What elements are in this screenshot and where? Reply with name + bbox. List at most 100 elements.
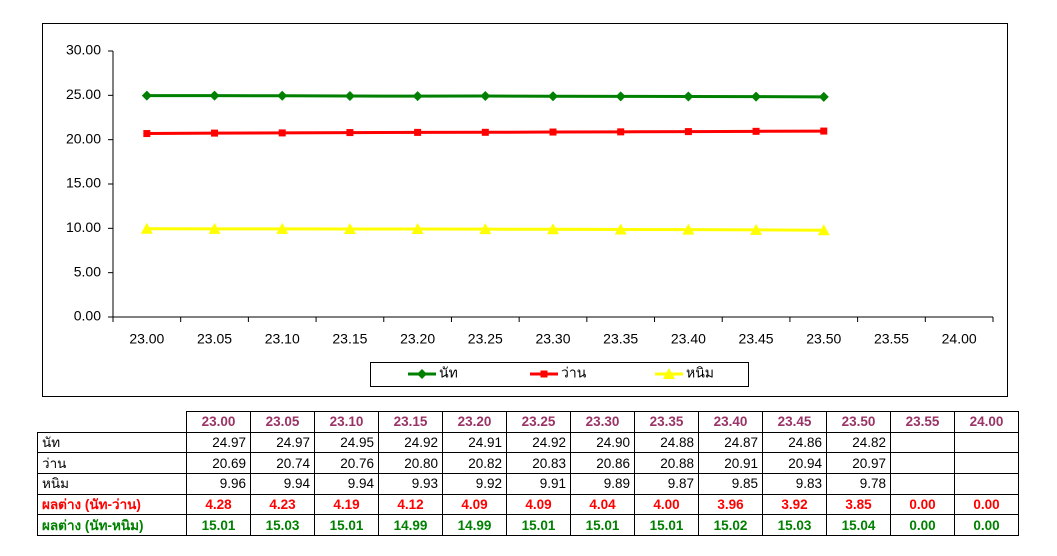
marker [143, 130, 151, 138]
x-tick-label: 23.55 [874, 331, 909, 347]
table-cell: 20.69 [186, 452, 251, 475]
table-cell: 3.96 [698, 493, 763, 516]
marker [411, 223, 424, 235]
header-cell: 23.35 [634, 411, 699, 433]
marker [614, 223, 627, 235]
marker [211, 129, 219, 137]
x-tick-label: 23.35 [603, 331, 638, 347]
table-cell: 20.88 [634, 452, 699, 475]
table-cell: 9.91 [506, 473, 571, 495]
table-cell [890, 431, 955, 454]
table-cell: 24.95 [314, 431, 379, 454]
marker [820, 127, 828, 135]
marker [346, 129, 354, 137]
chart: 0.00 5.00 10.00 15.00 20.00 25.00 30.00 23.00 23… [42, 23, 1008, 397]
table-cell: 0.00 [954, 493, 1019, 516]
table-cell: 4.09 [506, 493, 571, 516]
header-cell: 23.40 [698, 411, 763, 433]
chart-frame [42, 23, 1008, 397]
y-tick-label: 15.00 [66, 175, 101, 191]
x-tick-label: 23.15 [332, 331, 367, 347]
legend-label: นัท [439, 365, 458, 381]
legend-label: ว่าน [561, 365, 587, 381]
table-cell [954, 473, 1019, 495]
marker [278, 129, 286, 137]
marker [817, 224, 830, 236]
table-cell [890, 473, 955, 495]
table-cell: 9.83 [762, 473, 827, 495]
marker [750, 223, 763, 235]
data-table: 23.00 23.05 23.10 23.15 23.20 23.25 23.30 23.35… [37, 411, 1019, 537]
marker [548, 91, 558, 102]
row-label: ผลต่าง (นัท-ว่าน) [37, 493, 187, 516]
table-cell: 9.93 [378, 473, 443, 495]
marker [540, 370, 548, 378]
marker [684, 128, 692, 136]
marker [752, 127, 760, 135]
header-cell: 23.05 [250, 411, 315, 433]
header-row: 23.00 23.05 23.10 23.15 23.20 23.25 23.30 23.35… [38, 411, 1019, 433]
header-cell: 23.25 [506, 411, 571, 433]
table-row: นัท 24.97 24.97 24.95 24.92 24.91 24.92 24.90 24… [37, 431, 1019, 454]
row-label: นัท [37, 431, 187, 454]
row-label: หนิม [37, 473, 187, 495]
table-cell: 15.03 [250, 514, 315, 537]
marker [414, 128, 422, 136]
table-cell [954, 431, 1019, 454]
table-cell: 0.00 [890, 493, 955, 516]
table-cell: 9.94 [314, 473, 379, 495]
row-label: ว่าน [37, 452, 187, 475]
marker [683, 91, 694, 102]
table-cell: 15.01 [634, 514, 699, 537]
header-cell: 23.00 [186, 411, 251, 433]
table-row: ผลต่าง (นัท-ว่าน) 4.28 4.23 4.19 4.12 4.09 4.0… [37, 493, 1019, 516]
header-cell: 23.20 [442, 411, 507, 433]
table-cell: 0.00 [954, 514, 1019, 537]
table-cell [954, 452, 1019, 475]
table-cell: 9.94 [250, 473, 315, 495]
table-cell: 24.86 [762, 431, 827, 454]
x-tick-label: 23.30 [535, 331, 570, 347]
row-label: ผลต่าง (นัท-หนิม) [37, 514, 187, 537]
x-tick-label: 23.00 [129, 331, 164, 347]
table-cell: 9.89 [570, 473, 635, 495]
table-cell: 24.87 [698, 431, 763, 454]
table-cell: 20.76 [314, 452, 379, 475]
table-cell: 15.04 [826, 514, 891, 537]
table-cell: 9.92 [442, 473, 507, 495]
y-tick-label: 30.00 [66, 42, 101, 58]
marker [141, 90, 152, 101]
table-cell: 4.23 [250, 493, 315, 516]
marker [663, 368, 675, 379]
table-cell: 20.83 [506, 452, 571, 475]
marker [343, 222, 356, 234]
table-row: หนิม 9.96 9.94 9.94 9.93 9.92 9.91 9.89 9.87 9.85… [37, 473, 1019, 495]
marker [549, 128, 557, 136]
table-cell: 20.97 [826, 452, 891, 475]
table-cell: 24.92 [506, 431, 571, 454]
marker [751, 91, 762, 102]
table-cell: 15.01 [186, 514, 251, 537]
header-cell: 23.30 [570, 411, 635, 433]
x-tick-label: 23.25 [468, 331, 503, 347]
marker [615, 91, 626, 102]
marker [209, 90, 220, 101]
header-cell: 23.55 [890, 411, 955, 433]
table-cell: 24.91 [442, 431, 507, 454]
table-cell: 4.12 [378, 493, 443, 516]
table-cell: 9.96 [186, 473, 251, 495]
table-row: ว่าน 20.69 20.74 20.76 20.80 20.82 20.83 20.86 2… [37, 452, 1019, 475]
header-cell: 23.50 [826, 411, 891, 433]
marker [417, 369, 427, 379]
table-cell: 3.85 [826, 493, 891, 516]
header-cell: 23.15 [378, 411, 443, 433]
marker [480, 91, 491, 102]
table-cell: 20.80 [378, 452, 443, 475]
x-tick-label: 23.50 [806, 331, 841, 347]
marker [140, 222, 153, 234]
marker [547, 223, 559, 235]
y-tick-label: 10.00 [66, 219, 101, 235]
marker [479, 223, 492, 235]
x-tick-label: 23.40 [671, 331, 706, 347]
table-cell: 20.86 [570, 452, 635, 475]
